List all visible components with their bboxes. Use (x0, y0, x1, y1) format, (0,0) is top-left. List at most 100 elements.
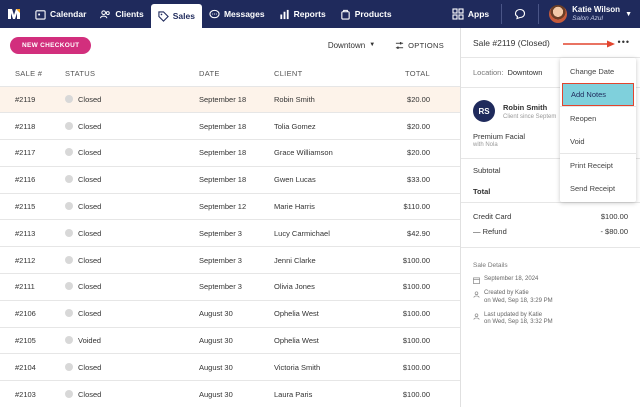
sale-date: September 18 (199, 86, 274, 114)
status-dot-icon (65, 362, 73, 371)
location-select[interactable]: Downtown ▼ (328, 41, 375, 50)
menu-change-date[interactable]: Change Date (570, 67, 615, 76)
status-text: Closed (78, 175, 102, 185)
nav-reports[interactable]: Reports (272, 0, 333, 28)
user-business: Salon Azul (572, 14, 603, 22)
sale-total: $100.00 (394, 353, 460, 382)
sale-number: #2105 (0, 327, 65, 355)
table-row[interactable]: #2117 Closed September 18 Grace Williamson $… (0, 139, 460, 167)
sale-number: #2118 (0, 112, 65, 141)
client-summary[interactable]: RS Robin Smith Client since Septem (461, 88, 640, 128)
col-client[interactable]: CLIENT (274, 62, 394, 87)
nav-calendar[interactable]: Calendar (28, 0, 93, 28)
sale-client: Ophelia West (274, 300, 394, 328)
sales-table: SALE # STATUS DATE CLIENT TOTAL #2119 Clo… (0, 62, 460, 407)
annotation-arrow-icon (563, 40, 615, 48)
status-text: Closed (78, 202, 102, 212)
nav-products[interactable]: Products (333, 0, 399, 28)
menu-print-receipt[interactable]: Print Receipt (570, 161, 613, 170)
sale-date: September 12 (199, 193, 274, 221)
sale-date: September 18 (199, 166, 274, 194)
status-text: Closed (78, 94, 102, 104)
status-text: Closed (78, 362, 102, 372)
grid-icon (452, 8, 464, 20)
options-button[interactable]: OPTIONS (395, 41, 444, 50)
updated-on-text: on Wed, Sep 18, 3:32 PM (484, 319, 553, 326)
reports-icon (279, 9, 289, 19)
table-row[interactable]: #2118 Closed September 18 Tolia Gomez $20.00 (0, 112, 460, 141)
status-dot-icon (65, 148, 73, 157)
apps-button[interactable]: Apps (446, 0, 495, 28)
user-name: Katie Wilson (572, 5, 621, 15)
sale-date: September 3 (199, 273, 274, 301)
table-row[interactable]: #2119 Closed September 18 Robin Smith $20.00 (0, 86, 460, 114)
sale-date: September 3 (199, 246, 274, 275)
col-date[interactable]: DATE (199, 62, 274, 87)
table-row[interactable]: #2112 Closed September 3 Jenni Clarke $100.0… (0, 246, 460, 275)
sale-number: #2112 (0, 246, 65, 275)
sale-date: September 3 (199, 219, 274, 248)
status-text: Closed (78, 255, 102, 265)
col-sale[interactable]: SALE # (0, 62, 65, 87)
logo[interactable] (0, 0, 28, 28)
more-options-button[interactable]: ••• (617, 37, 630, 47)
sale-client: Laura Paris (274, 380, 394, 407)
apps-label: Apps (467, 9, 490, 19)
created-by-text: Created by Katie (484, 290, 529, 296)
client-name[interactable]: Robin Smith (503, 102, 548, 112)
table-row[interactable]: #2115 Closed September 12 Marie Harris $110.… (0, 193, 460, 221)
sale-client: Ophelia West (274, 327, 394, 355)
menu-add-notes[interactable]: Add Notes (562, 83, 634, 106)
table-body: #2119 Closed September 18 Robin Smith $20.00… (0, 86, 460, 407)
total-row: Total (461, 181, 640, 203)
menu-send-receipt[interactable]: Send Receipt (570, 184, 616, 193)
col-total[interactable]: TOTAL (394, 62, 460, 87)
sale-status: Closed (65, 193, 199, 221)
sale-status: Closed (65, 300, 199, 328)
user-menu[interactable]: Katie Wilson Salon Azul ▼ (545, 5, 640, 23)
status-dot-icon (65, 121, 73, 130)
table-row[interactable]: #2116 Closed September 18 Gwen Lucas $33.00 (0, 166, 460, 194)
credit-card-value: $100.00 (600, 212, 628, 221)
location-select-value: Downtown (327, 40, 366, 50)
calendar-icon (35, 9, 46, 20)
sale-client: Robin Smith (274, 86, 394, 114)
sale-status: Closed (65, 219, 199, 248)
top-nav: Calendar Clients Sales Messages Reports … (0, 0, 640, 28)
sale-total: $20.00 (394, 86, 460, 114)
table-row[interactable]: #2103 Closed August 30 Laura Paris $100.00 (0, 380, 460, 407)
new-checkout-button[interactable]: NEW CHECKOUT (10, 36, 92, 54)
nav-sales[interactable]: Sales (150, 4, 202, 28)
products-icon (340, 9, 350, 20)
sliders-icon (396, 41, 404, 49)
nav-clients[interactable]: Clients (93, 0, 150, 28)
table-row[interactable]: #2105 Voided August 30 Ophelia West $100.00 (0, 327, 460, 355)
sale-client: Lucy Carmichael (274, 219, 394, 248)
detail-updated: Last updated by Katie on Wed, Sep 18, 3:… (461, 309, 640, 331)
col-status[interactable]: STATUS (65, 62, 199, 87)
more-options-menu: Change Date Add Notes Reopen Void Print … (560, 58, 636, 202)
sales-list: NEW CHECKOUT Downtown ▼ OPTIONS SALE # S… (0, 28, 460, 407)
table-row[interactable]: #2104 Closed August 30 Victoria Smith $100.0… (0, 353, 460, 382)
table-row[interactable]: #2106 Closed August 30 Ophelia West $100.00 (0, 300, 460, 328)
client-since: Client since Septem (503, 113, 557, 120)
sale-status: Closed (65, 139, 199, 167)
subtotal-row: Subtotal (461, 159, 640, 181)
avatar (549, 5, 568, 23)
status-dot-icon (65, 175, 73, 184)
toolbar: NEW CHECKOUT Downtown ▼ OPTIONS (0, 28, 460, 62)
credit-card-label: Credit Card (473, 212, 512, 221)
sale-status: Closed (65, 273, 199, 301)
table-row[interactable]: #2111 Closed September 3 Olivia Jones $100.0… (0, 273, 460, 301)
refund-label: — Refund (473, 227, 507, 236)
updated-by-text: Last updated by Katie (484, 311, 543, 318)
menu-void[interactable]: Void (570, 137, 585, 146)
sale-date: August 30 (199, 353, 274, 382)
table-row[interactable]: #2113 Closed September 3 Lucy Carmichael $42… (0, 219, 460, 248)
chat-button[interactable] (508, 0, 532, 28)
sale-number: #2106 (0, 300, 65, 328)
menu-reopen[interactable]: Reopen (570, 114, 597, 123)
refund-value: - $80.00 (600, 227, 628, 236)
sale-client: Olivia Jones (274, 273, 394, 301)
nav-messages[interactable]: Messages (202, 0, 272, 28)
